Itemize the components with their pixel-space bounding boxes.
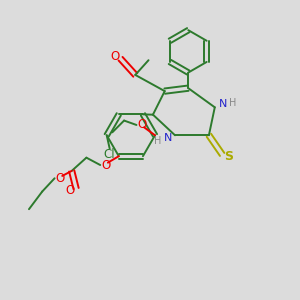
- Text: O: O: [137, 118, 146, 131]
- Text: N: N: [164, 133, 172, 143]
- Text: H: H: [229, 98, 237, 108]
- Text: O: O: [66, 184, 75, 196]
- Text: N: N: [219, 99, 227, 110]
- Text: S: S: [224, 150, 233, 163]
- Text: O: O: [55, 172, 64, 185]
- Text: H: H: [154, 136, 161, 146]
- Text: Cl: Cl: [104, 148, 116, 161]
- Text: O: O: [111, 50, 120, 63]
- Text: O: O: [101, 158, 110, 172]
